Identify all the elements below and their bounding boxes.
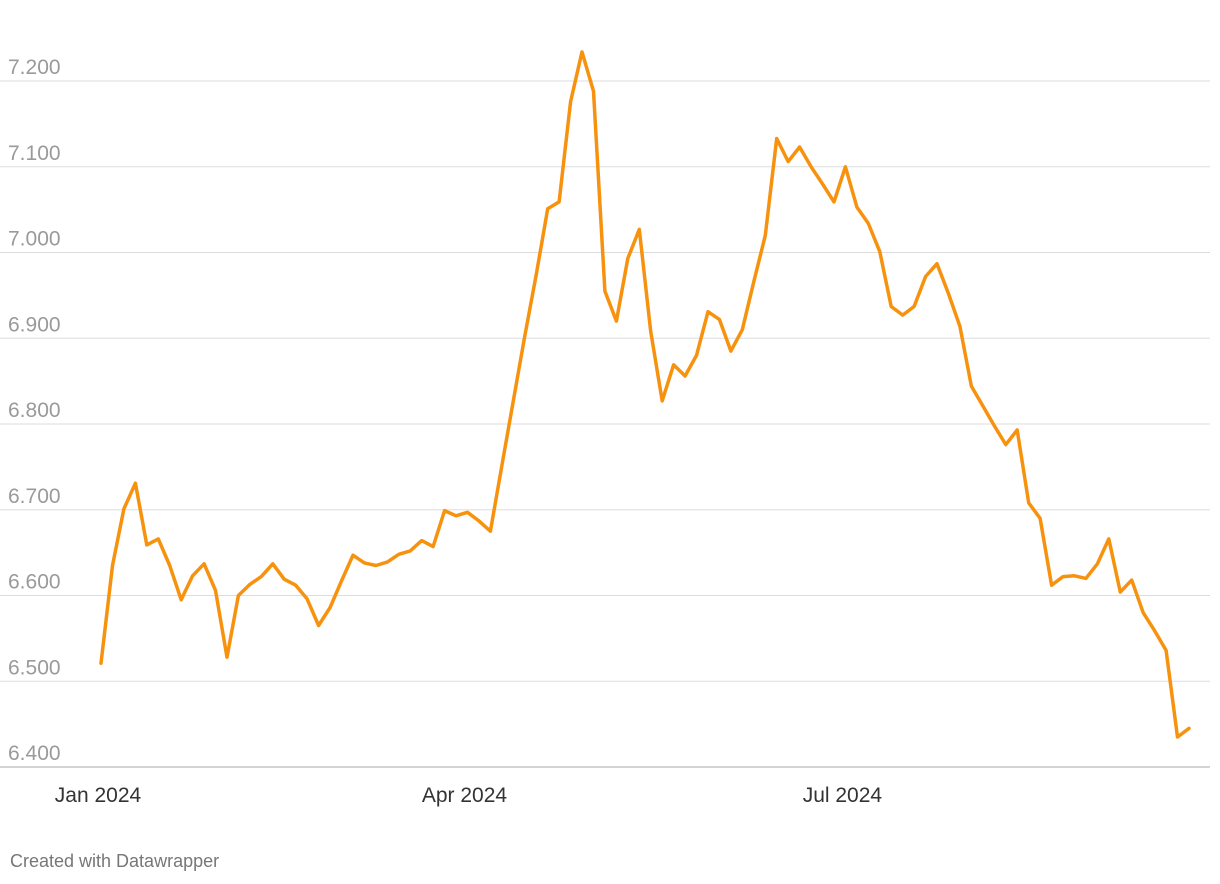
y-tick-label: 7.000 (8, 228, 61, 251)
x-tick-label: Jan 2024 (55, 784, 142, 807)
line (99, 50, 1191, 739)
x-tick-label: Apr 2024 (422, 784, 508, 807)
footer: Created with Datawrapper (10, 851, 219, 871)
y-tick-label: 6.500 (8, 656, 61, 679)
y-tick-label: 6.800 (8, 399, 61, 422)
y-tick-label: 6.600 (8, 571, 61, 594)
y-tick-label: 7.100 (8, 142, 61, 165)
y-tick-label: 6.900 (8, 313, 61, 336)
y-tick-label: 7.200 (8, 56, 61, 79)
x-tick-label: Jul 2024 (803, 784, 883, 807)
y-tick-label: 6.400 (8, 742, 61, 765)
y-tick-label: 6.700 (8, 485, 61, 508)
